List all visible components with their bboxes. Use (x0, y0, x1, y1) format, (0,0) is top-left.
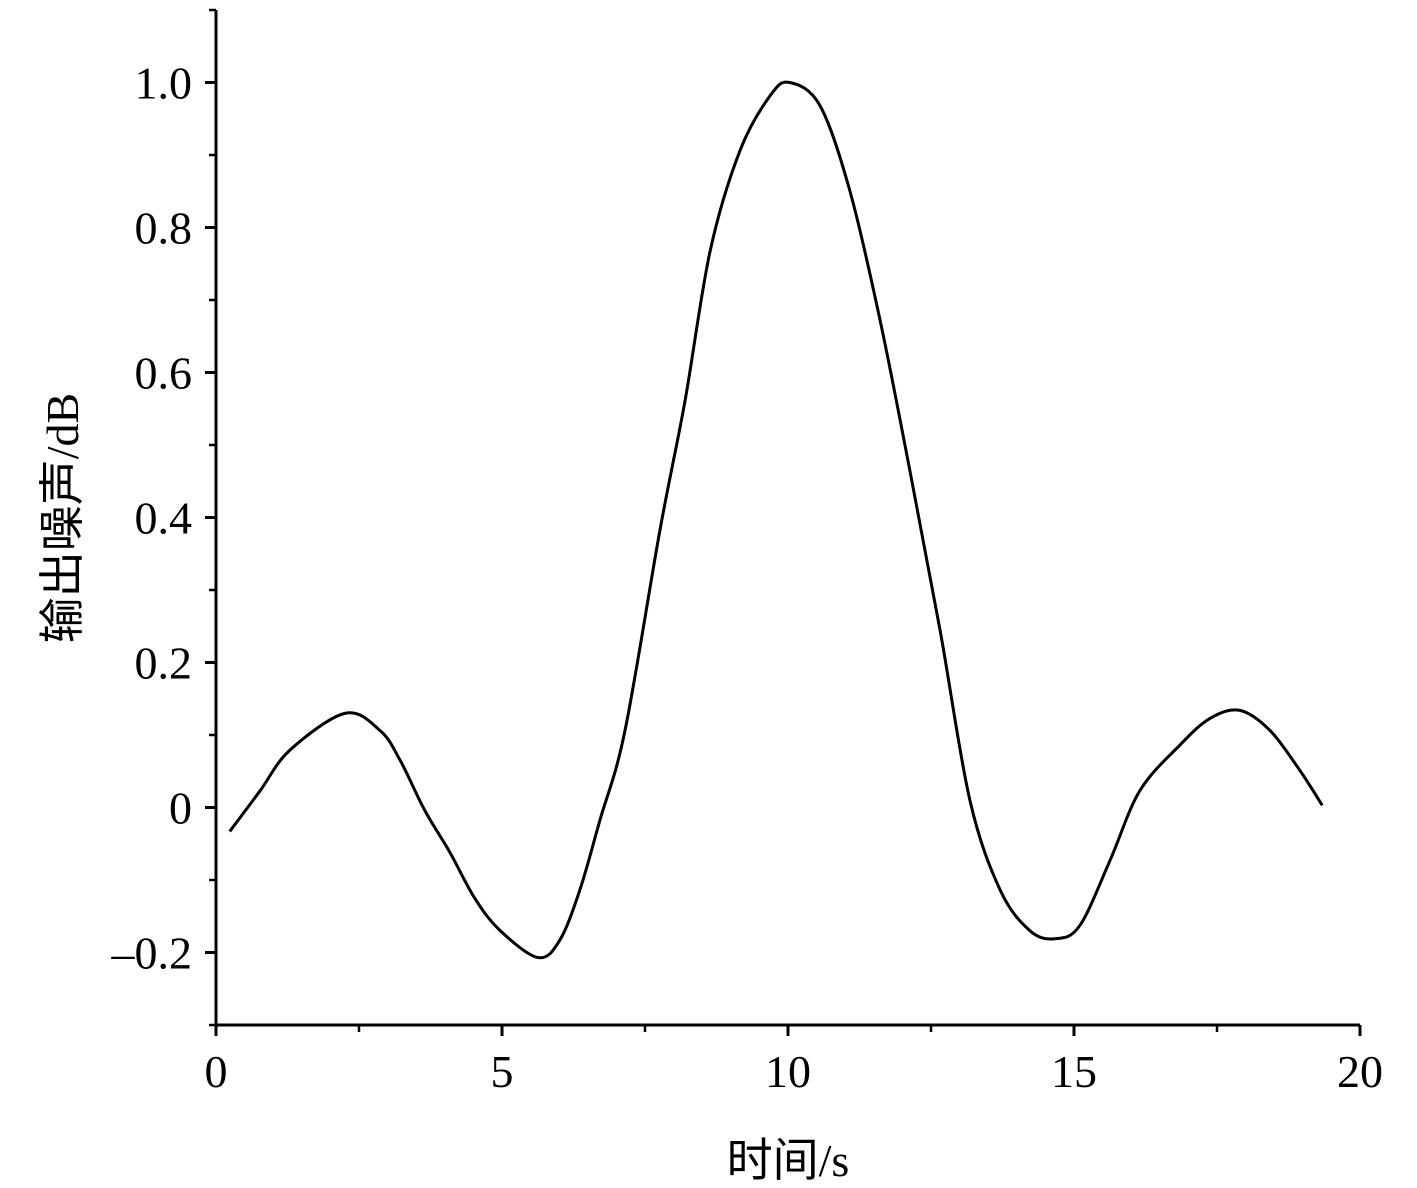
x-axis-label: 时间/s (727, 1135, 850, 1186)
series-line (228, 80, 1324, 960)
y-tick-label: 0 (169, 783, 192, 834)
y-tick-label: 0.6 (135, 348, 193, 399)
y-tick-label: 0.2 (135, 638, 193, 689)
x-tick-label: 15 (1051, 1046, 1097, 1097)
x-tick-label: 5 (491, 1046, 514, 1097)
y-axis-label: 输出噪声/dB (37, 393, 88, 643)
x-tick-label: 10 (765, 1046, 811, 1097)
y-tick-label: 0.4 (135, 493, 193, 544)
axes (214, 10, 1360, 1027)
x-tick-label: 0 (205, 1046, 228, 1097)
y-tick-label: –0.2 (111, 928, 193, 979)
x-tick-label: 20 (1337, 1046, 1383, 1097)
ticks: 0 5 10 15 20 –0.2 0 0.2 0.4 0.6 0.8 1.0 (111, 8, 1383, 1097)
y-tick-label: 0.8 (135, 203, 193, 254)
y-tick-label: 1.0 (135, 58, 193, 109)
